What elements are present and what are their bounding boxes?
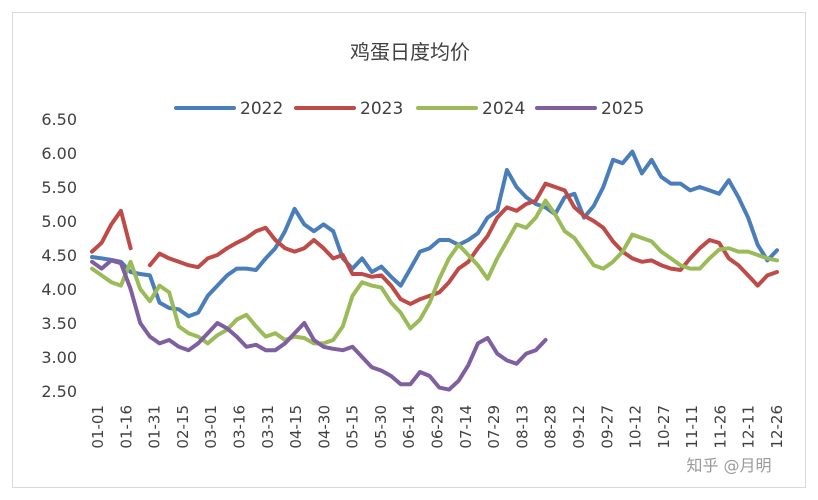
legend-label-2024: 2024 — [482, 99, 525, 119]
x-tick-label: 11-26 — [711, 405, 729, 449]
legend-label-2022: 2022 — [240, 99, 283, 119]
x-tick-label: 10-27 — [655, 405, 673, 449]
x-tick-label: 02-15 — [174, 405, 192, 449]
x-tick-label: 10-12 — [627, 405, 645, 449]
x-tick-label: 07-14 — [457, 405, 475, 449]
y-tick-label: 3.00 — [41, 348, 77, 367]
x-tick-label: 01-31 — [146, 405, 164, 449]
x-tick-label: 12-11 — [740, 405, 758, 449]
y-tick-label: 6.00 — [41, 144, 77, 163]
x-tick-label: 04-30 — [315, 405, 333, 449]
watermark-text: 知乎 @月明 — [686, 456, 771, 475]
x-axis: 01-01 01-16 01-31 02-15 03-01 03-16 03-31 04-15… — [89, 405, 786, 449]
chart-title: 鸡蛋日度均价 — [350, 40, 470, 64]
y-tick-label: 5.50 — [41, 178, 77, 197]
y-tick-label: 5.00 — [41, 212, 77, 231]
x-tick-label: 08-13 — [513, 405, 531, 449]
series-line-2024 — [90, 198, 779, 346]
x-tick-label: 01-16 — [117, 405, 135, 449]
x-tick-label: 05-30 — [372, 405, 390, 449]
x-tick-label: 05-15 — [344, 405, 362, 449]
x-tick-label: 03-01 — [202, 405, 220, 449]
x-tick-label: 11-11 — [683, 405, 701, 449]
x-tick-label: 03-31 — [259, 405, 277, 449]
series-line-2023 — [147, 181, 779, 306]
y-tick-label: 2.50 — [41, 382, 77, 401]
legend-label-2023: 2023 — [360, 99, 403, 119]
y-tick-label: 4.50 — [41, 246, 77, 265]
x-tick-label: 03-16 — [230, 405, 248, 449]
series-line-2023 — [90, 208, 133, 254]
x-tick-label: 12-26 — [768, 405, 786, 449]
y-tick-label: 4.00 — [41, 280, 77, 299]
series-line-2022 — [90, 149, 779, 319]
x-tick-label: 07-29 — [485, 405, 503, 449]
x-tick-label: 06-14 — [400, 405, 418, 449]
plot-area — [90, 149, 779, 392]
chart-frame: 鸡蛋日度均价 2022 2023 2024 2025 6.50 6.00 5.50 5.00… — [12, 12, 806, 488]
legend-label-2025: 2025 — [601, 99, 644, 119]
legend: 2022 2023 2024 2025 — [174, 99, 644, 119]
x-tick-label: 09-27 — [598, 405, 616, 449]
x-tick-label: 01-01 — [89, 405, 107, 449]
y-tick-label: 3.50 — [41, 314, 77, 333]
series-line-2025 — [90, 258, 548, 392]
x-tick-label: 06-29 — [429, 405, 447, 449]
x-tick-label: 04-15 — [287, 405, 305, 449]
line-chart: 鸡蛋日度均价 2022 2023 2024 2025 6.50 6.00 5.50 5.00… — [41, 40, 786, 475]
x-tick-label: 09-12 — [570, 405, 588, 449]
x-tick-label: 08-28 — [542, 405, 560, 449]
y-axis: 6.50 6.00 5.50 5.00 4.50 4.00 3.50 3.00 2.50 — [41, 110, 77, 401]
y-tick-label: 6.50 — [41, 110, 77, 129]
